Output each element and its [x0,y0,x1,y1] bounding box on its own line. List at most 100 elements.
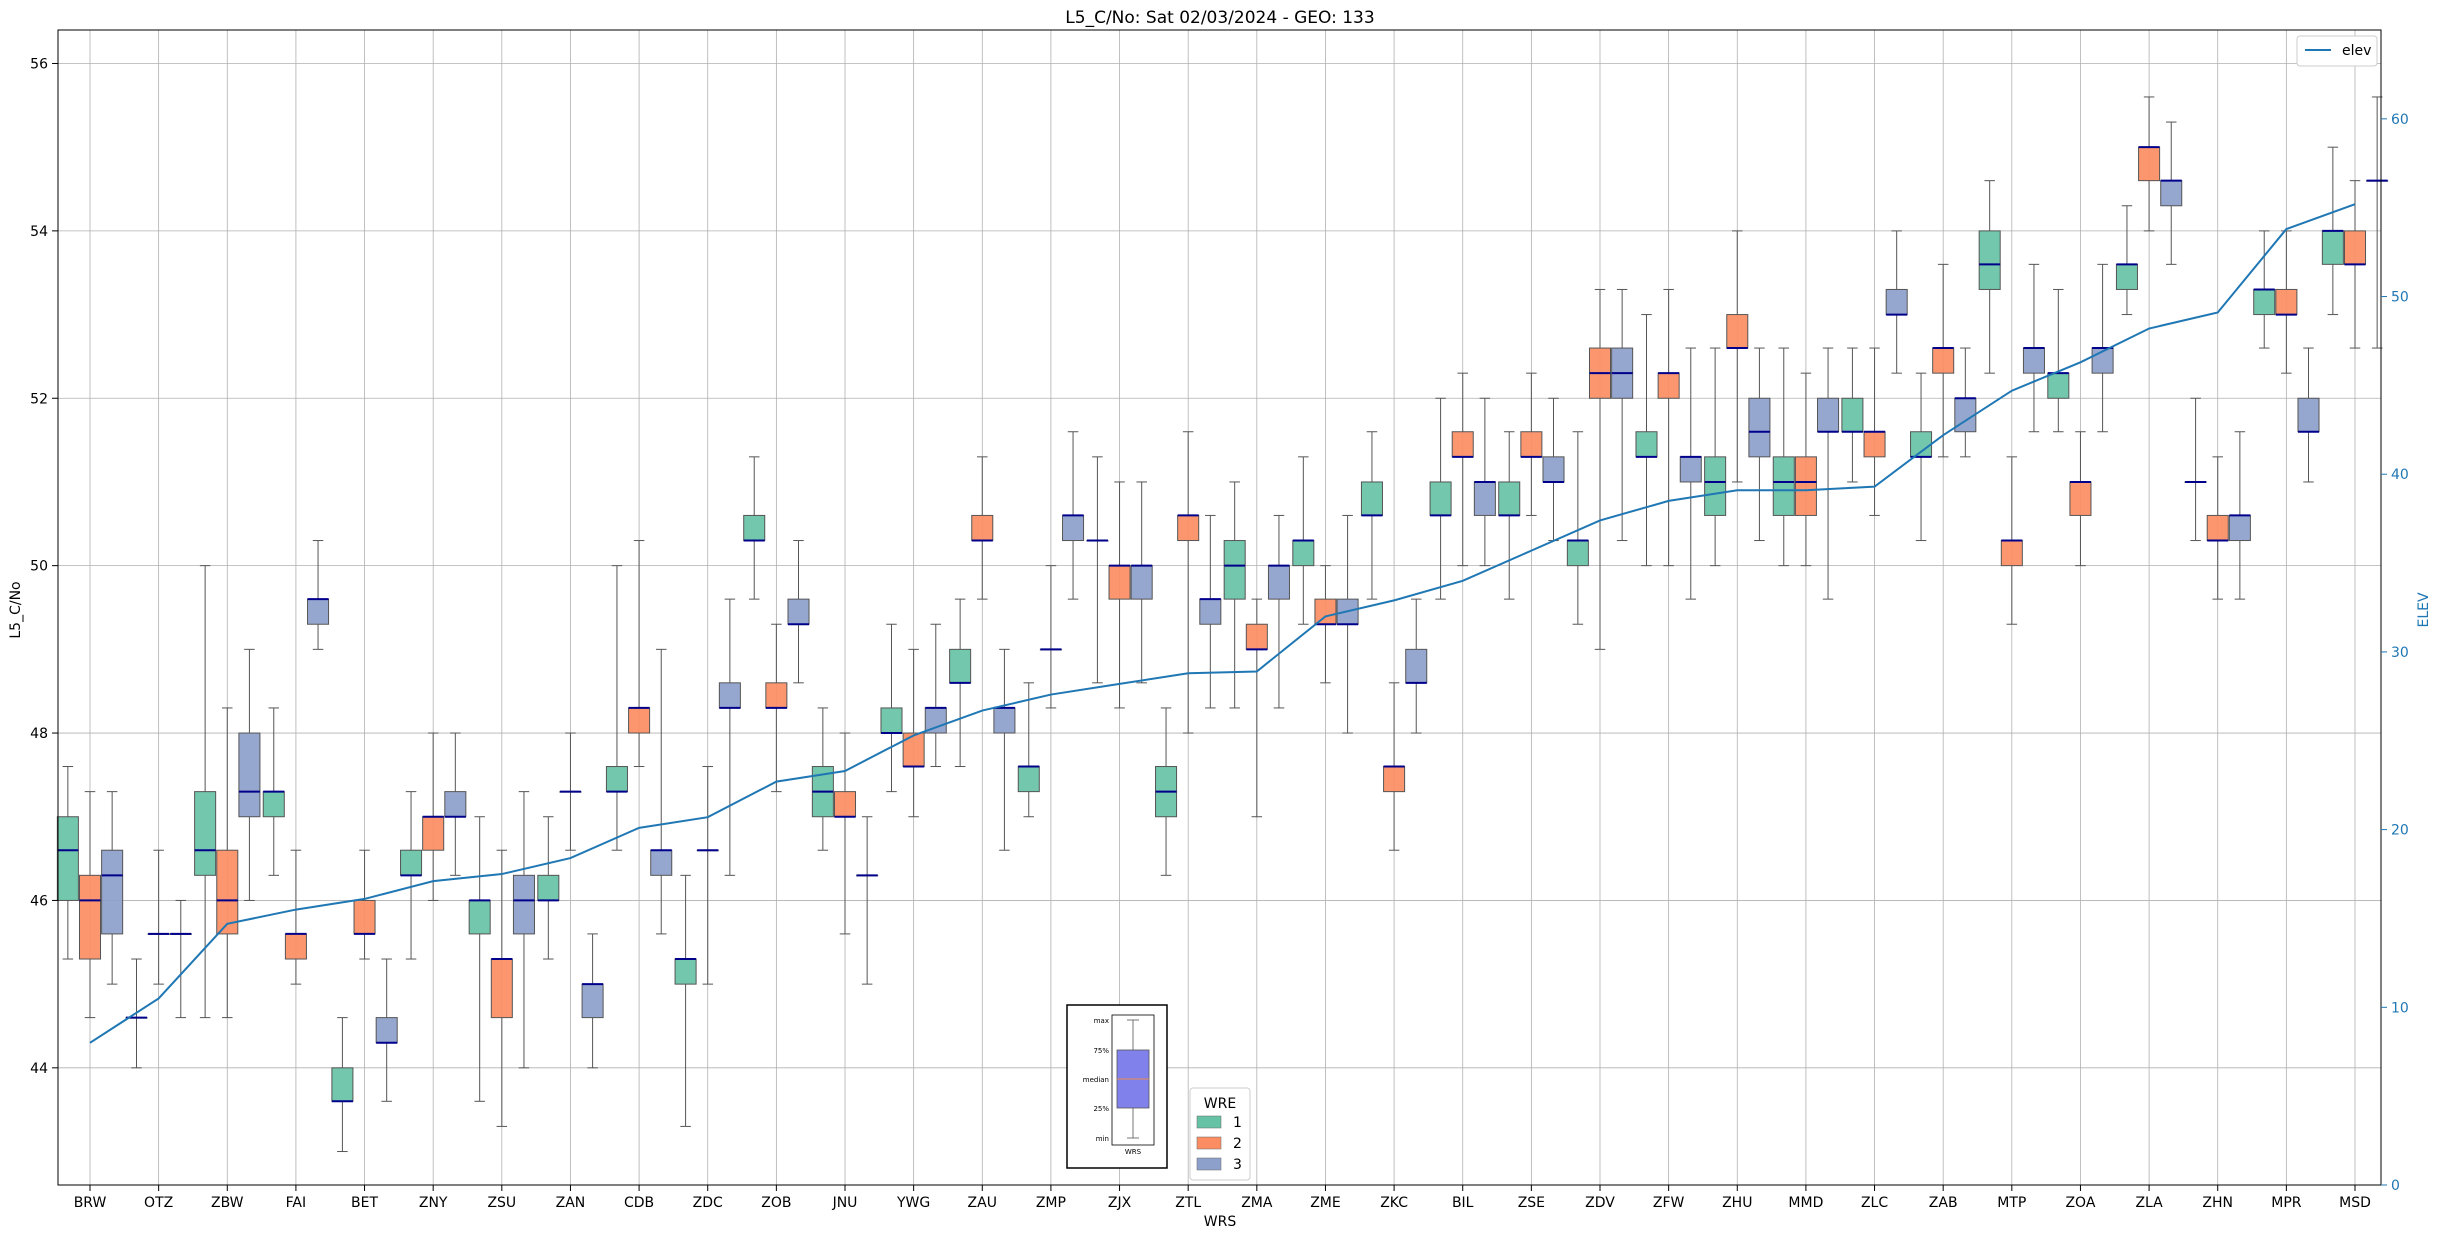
y2-tick-label: 40 [2391,467,2409,483]
inset-label-min: min [1096,1135,1109,1143]
box-group-2-ZKC [1383,766,1406,793]
x-tick-label: MTP [1997,1195,2026,1211]
box-group-1-CDB [605,766,628,793]
y2-tick-label: 10 [2391,1000,2409,1016]
x-tick-label: MMD [1788,1195,1823,1211]
x-tick-label: ZNY [419,1195,448,1211]
box-group-1-ZDC [674,958,697,985]
box-group-3-MTP [2022,347,2045,374]
x-tick-label: ZSU [487,1195,516,1211]
box-group-2-MMD [1794,456,1817,516]
box-group-3-ZHU [1748,397,1771,458]
box-group-3-ZLC [1885,288,1908,316]
box-group-2-MTP [2000,540,2023,567]
box-group-2-ZAB [1932,347,1955,374]
x-tick-label: ZFW [1653,1195,1685,1211]
x-tick-label: ZHN [2202,1195,2233,1211]
x-tick-label: ZBW [211,1195,244,1211]
box-group-3-ZSU [512,874,535,935]
x-tick-label: ZTL [1175,1195,1201,1211]
box-group-1-YWG [880,707,903,734]
x-tick-label: ZAB [1929,1195,1958,1211]
box-group-2-MPR [2275,288,2298,316]
x-tick-label: CDB [624,1195,654,1211]
x-tick-label: YWG [896,1195,930,1211]
x-tick-label: ZLC [1861,1195,1888,1211]
box-group-1-ZHU [1704,456,1727,516]
box-group-2-ZNY [422,816,445,851]
box-group-2-ZAU [971,514,994,542]
x-tick-label: ZHU [1722,1195,1752,1211]
wre-legend-title: WRE [1204,1096,1236,1112]
box-group-1-ZBW [194,791,217,876]
box-group-3-ZNY [444,791,467,818]
x-tick-label: ZAU [968,1195,997,1211]
box-group-3-ZDC [718,682,741,709]
box-group-3-ZTL [1199,598,1222,625]
x-tick-label: ZMP [1036,1195,1066,1211]
box-group-3-MPR [2297,397,2320,433]
box-group-3-ZMP [1062,514,1085,542]
x-tick-label: ZOA [2065,1195,2095,1211]
box-group-2-BET [353,899,376,935]
box-group-3-CDB [650,849,673,876]
box-group-2-BIL [1451,431,1474,458]
wre-legend-label-3: 3 [1233,1157,1242,1173]
box-group-1-ZLC [1841,397,1864,433]
box-group-1-BRW [56,816,79,901]
inset-label-25: 25% [1093,1105,1109,1113]
y-tick-label: 44 [30,1061,48,1077]
y-tick-label: 46 [30,893,48,909]
x-tick-label: JNU [832,1195,858,1211]
box-group-1-ZMA [1223,540,1246,600]
inset-label-median: median [1083,1076,1109,1084]
box-group-1-ZSE [1498,481,1521,516]
box-group-2-ZLC [1863,431,1886,458]
grid [58,30,2381,1185]
box-group-2-ZMA [1245,623,1268,650]
x-tick-label: BET [351,1195,378,1211]
box-group-2-ZOA [2069,481,2092,516]
box-group-2-FAI [284,933,307,960]
box-group-2-MSD [2343,230,2367,265]
box-group-3-FAI [307,598,330,625]
y2-tick-label: 20 [2391,823,2409,839]
wre-legend-swatch-3 [1196,1157,1222,1171]
box-group-1-BIL [1429,481,1452,516]
box-group-1-ZAN [537,874,560,901]
box-group-2-ZFW [1657,372,1680,399]
box-group-3-ZFW [1679,456,1702,483]
box-group-2-ZHU [1726,314,1749,349]
y-tick-label: 48 [30,726,48,742]
x-tick-label: ZAN [556,1195,586,1211]
box-group-1-MPR [2253,288,2276,316]
box-group-3-BRW [101,849,124,935]
box-group-3-BIL [1473,481,1496,516]
box-group-1-ZMP [1017,766,1040,793]
y-axis-label: L5_C/No [8,581,24,638]
inset-label-max: max [1094,1017,1109,1025]
inset-label-75: 75% [1093,1047,1109,1055]
box-group-1-ZDV [1566,540,1589,567]
x-axis-label: WRS [1204,1214,1237,1230]
box-group-2-ZSU [490,958,513,1019]
box-group-2-YWG [902,732,925,768]
elev-legend: elev [2296,35,2378,67]
box-group-3-MMD [1817,397,1840,433]
box-group-3-ZLA [2160,180,2183,207]
box-group-2-ZOB [765,682,788,709]
box-group-1-MTP [1978,230,2001,290]
box-group-2-ZLA [2138,146,2161,182]
box-group-2-ZME [1314,598,1337,625]
box-group-1-ZOB [743,514,766,542]
box-group-2-ZTL [1177,514,1200,542]
x-tick-label: ZDC [693,1195,723,1211]
x-tick-label: ZLA [2135,1195,2163,1211]
axes: BRW OTZ ZBW FAI BET ZNY ZSU ZAN CDB ZDC ZOB JNU YWG Z… [30,29,2409,1211]
box-group-1-MSD [2321,230,2344,265]
box-group-1-ZME [1292,540,1315,567]
box-group-1-ZSU [468,899,491,935]
x-tick-label: ZJX [1108,1195,1132,1211]
y2-axis-label: ELEV [2416,592,2432,627]
